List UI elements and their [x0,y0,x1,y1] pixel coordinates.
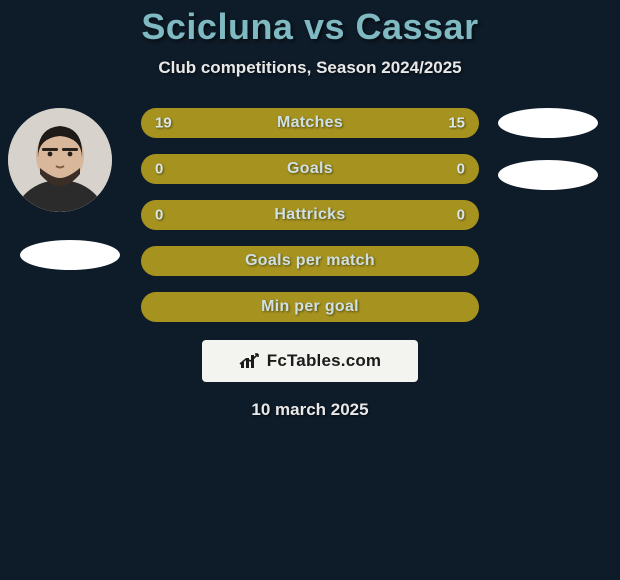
stat-bar-min-per-goal: Min per goal [141,292,479,322]
stat-label: Goals [287,160,333,178]
page-title: Scicluna vs Cassar [0,0,620,48]
stat-label: Matches [277,114,343,132]
player-right-flag-1 [498,108,598,138]
stat-bar-goals-per-match: Goals per match [141,246,479,276]
avatar-photo-icon [8,108,112,212]
player-right-flag-2 [498,160,598,190]
player-left-flag [20,240,120,270]
bar-chart-icon [239,352,261,370]
comparison-stage: 19 Matches 15 0 Goals 0 0 Hattricks 0 Go… [0,108,620,420]
stat-value-left: 0 [155,161,163,178]
date-label: 10 march 2025 [0,400,620,420]
player-left-avatar [8,108,112,212]
stat-value-right: 0 [457,161,465,178]
stat-value-left: 19 [155,115,172,132]
stat-bars: 19 Matches 15 0 Goals 0 0 Hattricks 0 Go… [141,108,479,322]
comparison-card: Scicluna vs Cassar Club competitions, Se… [0,0,620,420]
subtitle: Club competitions, Season 2024/2025 [0,58,620,78]
stat-value-right: 15 [448,115,465,132]
stat-value-right: 0 [457,207,465,224]
stat-bar-hattricks: 0 Hattricks 0 [141,200,479,230]
stat-label: Goals per match [245,252,375,270]
stat-bar-matches: 19 Matches 15 [141,108,479,138]
stat-value-left: 0 [155,207,163,224]
stat-label: Min per goal [261,298,359,316]
brand-text: FcTables.com [267,351,382,371]
brand-badge: FcTables.com [202,340,418,382]
stat-label: Hattricks [274,206,345,224]
stat-bar-goals: 0 Goals 0 [141,154,479,184]
